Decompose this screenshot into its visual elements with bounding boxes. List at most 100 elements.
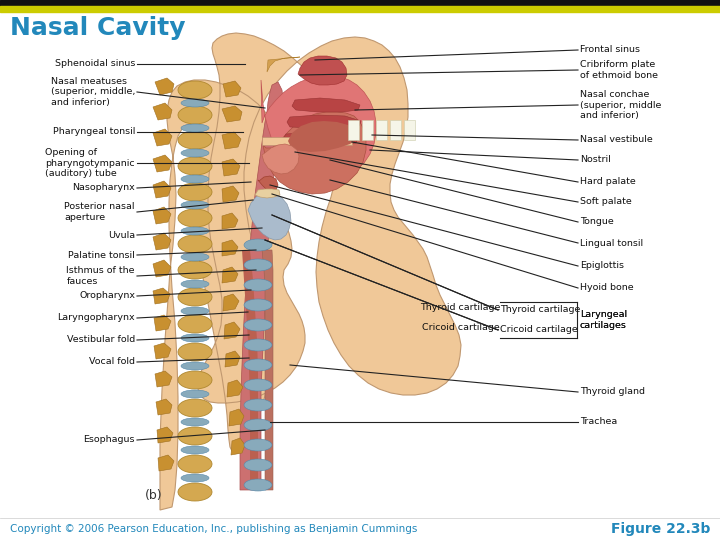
- Text: Vestibular fold: Vestibular fold: [67, 335, 135, 345]
- Ellipse shape: [244, 399, 272, 411]
- Polygon shape: [223, 294, 239, 311]
- Polygon shape: [229, 409, 244, 426]
- Polygon shape: [153, 207, 171, 224]
- Polygon shape: [153, 233, 171, 250]
- Ellipse shape: [244, 359, 272, 371]
- Ellipse shape: [244, 279, 272, 291]
- Polygon shape: [240, 82, 283, 490]
- Polygon shape: [298, 56, 347, 85]
- Ellipse shape: [178, 106, 212, 124]
- Ellipse shape: [181, 227, 209, 235]
- Text: Soft palate: Soft palate: [580, 198, 631, 206]
- Ellipse shape: [181, 334, 209, 342]
- Polygon shape: [160, 33, 461, 510]
- Ellipse shape: [244, 439, 272, 451]
- Bar: [390, 120, 401, 140]
- Text: Figure 22.3b: Figure 22.3b: [611, 522, 710, 536]
- Polygon shape: [155, 78, 174, 95]
- Ellipse shape: [178, 288, 212, 306]
- Text: Trachea: Trachea: [580, 417, 617, 427]
- Polygon shape: [267, 57, 300, 72]
- Polygon shape: [262, 144, 299, 174]
- Polygon shape: [288, 121, 358, 152]
- Ellipse shape: [181, 446, 209, 454]
- Text: Hyoid bone: Hyoid bone: [580, 284, 634, 293]
- Ellipse shape: [244, 419, 272, 431]
- Text: Thyroid cartilage: Thyroid cartilage: [500, 306, 580, 314]
- Text: Nasal conchae
(superior, middle
and inferior): Nasal conchae (superior, middle and infe…: [580, 90, 662, 120]
- Ellipse shape: [244, 299, 272, 311]
- Text: Uvula: Uvula: [108, 231, 135, 240]
- Polygon shape: [242, 250, 258, 485]
- Ellipse shape: [244, 319, 272, 331]
- Text: Nasal meatuses
(superior, middle,
and inferior): Nasal meatuses (superior, middle, and in…: [50, 77, 135, 107]
- Text: Posterior nasal
aperture: Posterior nasal aperture: [65, 202, 135, 222]
- Ellipse shape: [178, 209, 212, 227]
- Text: Isthmus of the
fauces: Isthmus of the fauces: [66, 266, 135, 286]
- Text: Oropharynx: Oropharynx: [79, 292, 135, 300]
- Ellipse shape: [181, 175, 209, 183]
- Ellipse shape: [178, 157, 212, 175]
- Polygon shape: [157, 427, 173, 443]
- Polygon shape: [231, 438, 245, 455]
- Polygon shape: [224, 322, 240, 339]
- Polygon shape: [261, 76, 376, 179]
- Text: Lingual tonsil: Lingual tonsil: [580, 239, 643, 247]
- Ellipse shape: [181, 149, 209, 157]
- Ellipse shape: [244, 259, 272, 271]
- Polygon shape: [222, 106, 242, 122]
- Ellipse shape: [178, 371, 212, 389]
- Text: Cricoid cartilage: Cricoid cartilage: [422, 323, 500, 333]
- Ellipse shape: [244, 239, 272, 251]
- Ellipse shape: [178, 455, 212, 473]
- Text: Copyright © 2006 Pearson Education, Inc., publishing as Benjamin Cummings: Copyright © 2006 Pearson Education, Inc.…: [10, 524, 418, 534]
- Polygon shape: [158, 455, 174, 471]
- Ellipse shape: [181, 124, 209, 132]
- Polygon shape: [222, 159, 240, 176]
- Text: Sphenoidal sinus: Sphenoidal sinus: [55, 59, 135, 69]
- Text: Frontal sinus: Frontal sinus: [580, 45, 640, 55]
- Polygon shape: [292, 98, 360, 112]
- Ellipse shape: [178, 131, 212, 149]
- Bar: [0, 6, 720, 12]
- Polygon shape: [258, 176, 278, 192]
- Bar: [404, 120, 415, 140]
- Polygon shape: [225, 351, 240, 367]
- Polygon shape: [153, 181, 171, 198]
- Polygon shape: [287, 115, 361, 128]
- Ellipse shape: [244, 459, 272, 471]
- Ellipse shape: [178, 315, 212, 333]
- Ellipse shape: [178, 343, 212, 361]
- Polygon shape: [153, 288, 170, 304]
- Text: Thyroid cartilage: Thyroid cartilage: [420, 303, 500, 313]
- Polygon shape: [153, 103, 172, 120]
- Polygon shape: [156, 399, 172, 415]
- Text: Epiglottis: Epiglottis: [580, 261, 624, 271]
- Ellipse shape: [181, 253, 209, 261]
- Text: Nasal Cavity: Nasal Cavity: [10, 16, 186, 40]
- Polygon shape: [154, 343, 171, 359]
- Polygon shape: [248, 192, 291, 240]
- Text: Nasal vestibule: Nasal vestibule: [580, 136, 653, 145]
- Polygon shape: [222, 240, 238, 256]
- Ellipse shape: [178, 261, 212, 279]
- Text: Hard palate: Hard palate: [580, 178, 636, 186]
- Ellipse shape: [244, 479, 272, 491]
- Ellipse shape: [178, 483, 212, 501]
- Bar: [262, 137, 352, 145]
- Polygon shape: [154, 315, 171, 331]
- Polygon shape: [222, 213, 238, 229]
- Text: Esophagus: Esophagus: [84, 435, 135, 444]
- Ellipse shape: [181, 280, 209, 288]
- Ellipse shape: [181, 418, 209, 426]
- Ellipse shape: [244, 379, 272, 391]
- Text: Vocal fold: Vocal fold: [89, 357, 135, 367]
- Polygon shape: [155, 371, 172, 387]
- Ellipse shape: [181, 474, 209, 482]
- Polygon shape: [262, 250, 273, 490]
- Polygon shape: [227, 380, 243, 397]
- Polygon shape: [222, 132, 241, 149]
- Text: Laryngeal
cartilages: Laryngeal cartilages: [580, 310, 627, 330]
- Ellipse shape: [178, 81, 212, 99]
- Bar: [376, 120, 387, 140]
